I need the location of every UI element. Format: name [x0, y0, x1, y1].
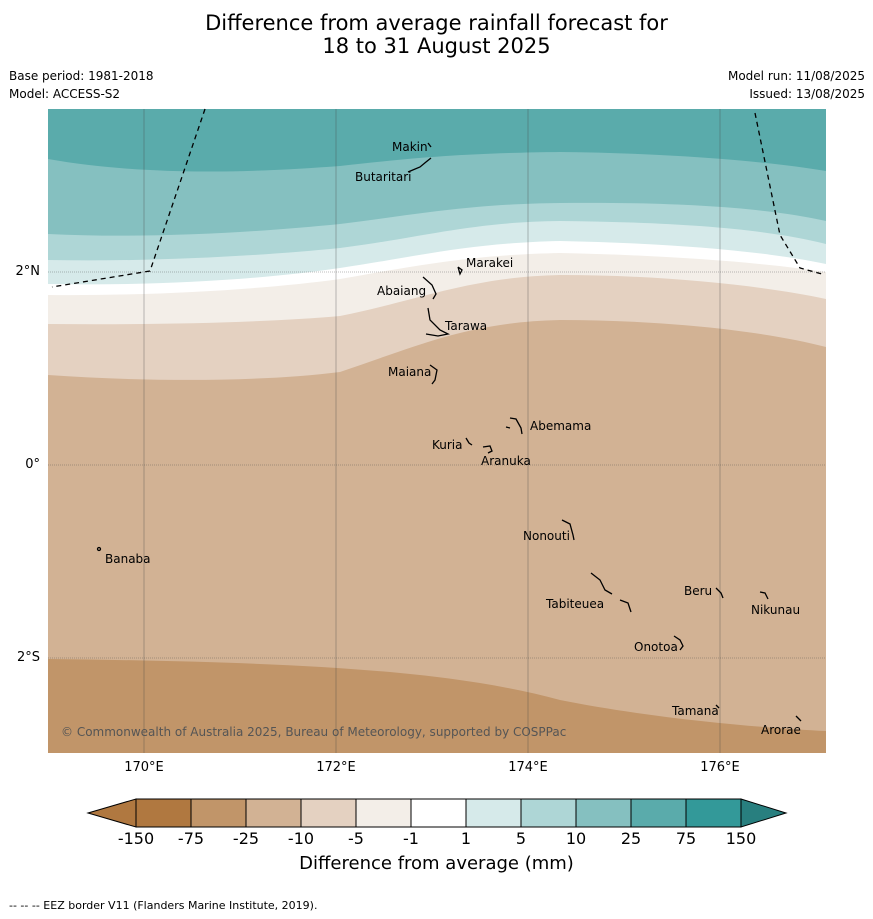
label-tabiteuea: Tabiteuea: [545, 597, 604, 611]
colorbar-tick: -150: [117, 829, 155, 848]
colorbar-bin-10: [630, 798, 687, 828]
label-nikunau: Nikunau: [751, 603, 800, 617]
colorbar-bin-9: [575, 798, 632, 828]
colorbar-bin-1: [135, 798, 192, 828]
colorbar-tick: 1: [460, 829, 472, 848]
colorbar-tick: -5: [348, 829, 364, 848]
islands: [96, 142, 802, 722]
label-butaritari: Butaritari: [355, 170, 412, 184]
colorbar-bin-8: [520, 798, 577, 828]
island-nonouti: [561, 519, 575, 541]
colorbar-low-extension: [86, 798, 137, 828]
eez-border: [51, 108, 823, 288]
colorbar-tick: 10: [565, 829, 587, 848]
island-onotoa: [673, 635, 684, 651]
lon-label-170: 170°E: [124, 760, 164, 775]
island-makin: [427, 142, 432, 148]
colorbar-tick: 25: [620, 829, 642, 848]
eez-border-west: [51, 108, 206, 288]
title-line-2: 18 to 31 August 2025: [322, 34, 551, 58]
label-kuria: Kuria: [432, 438, 463, 452]
label-onotoa: Onotoa: [634, 640, 678, 654]
island-tarawa: [425, 307, 450, 337]
label-abaiang: Abaiang: [377, 284, 426, 298]
colorbar-label: Difference from average (mm): [299, 853, 574, 874]
label-makin: Makin: [392, 140, 428, 154]
island-abemama: [505, 417, 523, 435]
colorbar-tick: -1: [403, 829, 419, 848]
lat-label-2n: 2°N: [15, 264, 41, 279]
island-maiana: [429, 364, 438, 385]
place-labels: Makin Butaritari Marakei Abaiang Tarawa …: [105, 140, 801, 737]
colorbar-tick: -75: [177, 829, 205, 848]
colorbar-bin-7: [465, 798, 522, 828]
colorbar-bin-2: [190, 798, 247, 828]
colorbar-bin-4: [300, 798, 357, 828]
label-beru: Beru: [684, 584, 712, 598]
island-tamana: [715, 704, 720, 709]
lon-label-176: 176°E: [700, 760, 740, 775]
island-butaritari: [407, 157, 432, 173]
copyright-notice: © Commonwealth of Australia 2025, Bureau…: [61, 725, 566, 739]
colorbar-tick: 150: [725, 829, 757, 848]
island-marakei: [457, 266, 463, 276]
colorbar-tick: 5: [515, 829, 527, 848]
label-arorae: Arorae: [761, 723, 801, 737]
colorbar-bin-3: [245, 798, 302, 828]
label-abemama: Abemama: [530, 419, 591, 433]
island-nikunau: [759, 591, 769, 600]
label-nonouti: Nonouti: [523, 529, 570, 543]
island-beru: [715, 587, 724, 599]
label-aranuka: Aranuka: [481, 454, 531, 468]
label-tarawa: Tarawa: [444, 319, 487, 333]
title-line-1: Difference from average rainfall forecas…: [205, 11, 668, 35]
island-kuria: [465, 437, 473, 446]
island-arorae: [795, 715, 802, 722]
colorbar-tick: -25: [232, 829, 260, 848]
base-period: Base period: 1981-2018: [9, 69, 154, 83]
model-name: Model: ACCESS-S2: [9, 87, 121, 101]
colorbar-bin-11: [685, 798, 742, 828]
label-maiana: Maiana: [388, 365, 431, 379]
graticule: [48, 109, 826, 753]
issued-date: Issued: 13/08/2025: [749, 87, 865, 101]
island-banaba: [96, 546, 102, 552]
eez-border-east: [754, 112, 823, 275]
band-plus-25: [48, 109, 826, 172]
lon-label-174: 174°E: [508, 760, 548, 775]
colorbar-tick: 75: [675, 829, 697, 848]
band-minus-75: [48, 659, 826, 753]
colorbar: [86, 798, 788, 828]
meta-right: Model run: 11/08/2025 Issued: 13/08/2025: [728, 67, 865, 103]
label-marakei: Marakei: [466, 256, 513, 270]
colorbar-bin-5: [355, 798, 412, 828]
lon-label-172: 172°E: [316, 760, 356, 775]
island-tabiteuea: [590, 572, 632, 613]
colorbar-high-extension: [740, 798, 788, 828]
colorbar-tick: -10: [287, 829, 315, 848]
island-abaiang: [422, 276, 437, 300]
eez-footnote: -- -- -- EEZ border V11 (Flanders Marine…: [9, 899, 318, 912]
island-aranuka: [482, 445, 493, 454]
colorbar-bin-6: [410, 798, 467, 828]
lat-label-0: 0°: [25, 457, 40, 472]
label-banaba: Banaba: [105, 552, 151, 566]
lat-label-2s: 2°S: [16, 650, 40, 665]
label-tamana: Tamana: [671, 704, 719, 718]
meta-left: Base period: 1981-2018 Model: ACCESS-S2: [9, 67, 154, 103]
model-run: Model run: 11/08/2025: [727, 69, 865, 83]
map-title: Difference from average rainfall forecas…: [0, 12, 873, 58]
